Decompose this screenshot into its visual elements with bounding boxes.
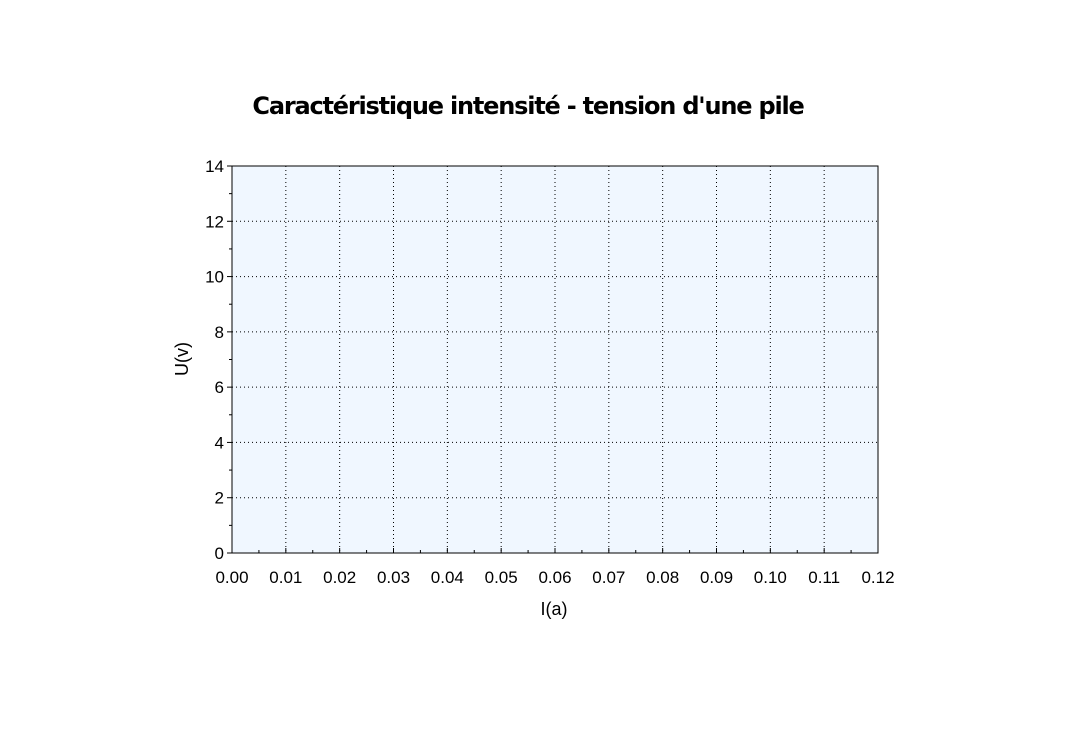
x-tick-label: 0.08: [646, 568, 679, 587]
y-axis-label: U(v): [172, 342, 192, 376]
y-tick-label: 10: [205, 268, 224, 287]
x-tick-label: 0.06: [538, 568, 571, 587]
grid-lines: [232, 166, 878, 553]
x-tick-label: 0.04: [431, 568, 464, 587]
y-tick-label: 14: [205, 157, 224, 176]
x-tick-label: 0.10: [754, 568, 787, 587]
y-tick-label: 6: [215, 378, 224, 397]
x-tick-label: 0.03: [377, 568, 410, 587]
y-tick-label: 0: [215, 544, 224, 563]
x-tick-label: 0.12: [861, 568, 894, 587]
x-axis-label: I(a): [541, 599, 568, 619]
x-tick-label: 0.09: [700, 568, 733, 587]
plot-border: [231, 165, 879, 554]
y-tick-label: 2: [215, 489, 224, 508]
x-tick-label: 0.02: [323, 568, 356, 587]
chart-title: Caractéristique intensité - tension d'un…: [252, 92, 804, 120]
x-tick-label: 0.05: [485, 568, 518, 587]
y-tick-labels: 0 2 4 6 8 10 12 14: [205, 157, 224, 563]
y-tick-label: 8: [215, 323, 224, 342]
x-tick-labels: 0.00 0.01 0.02 0.03 0.04 0.05 0.06 0.07 0.08 0.09…: [215, 568, 894, 587]
x-tick-label: 0.07: [592, 568, 625, 587]
x-tick-label: 0.01: [269, 568, 302, 587]
x-tick-label: 0.11: [808, 568, 840, 587]
y-tick-label: 4: [215, 433, 224, 452]
y-tick-label: 12: [205, 212, 224, 231]
x-tick-label: 0.00: [215, 568, 248, 587]
